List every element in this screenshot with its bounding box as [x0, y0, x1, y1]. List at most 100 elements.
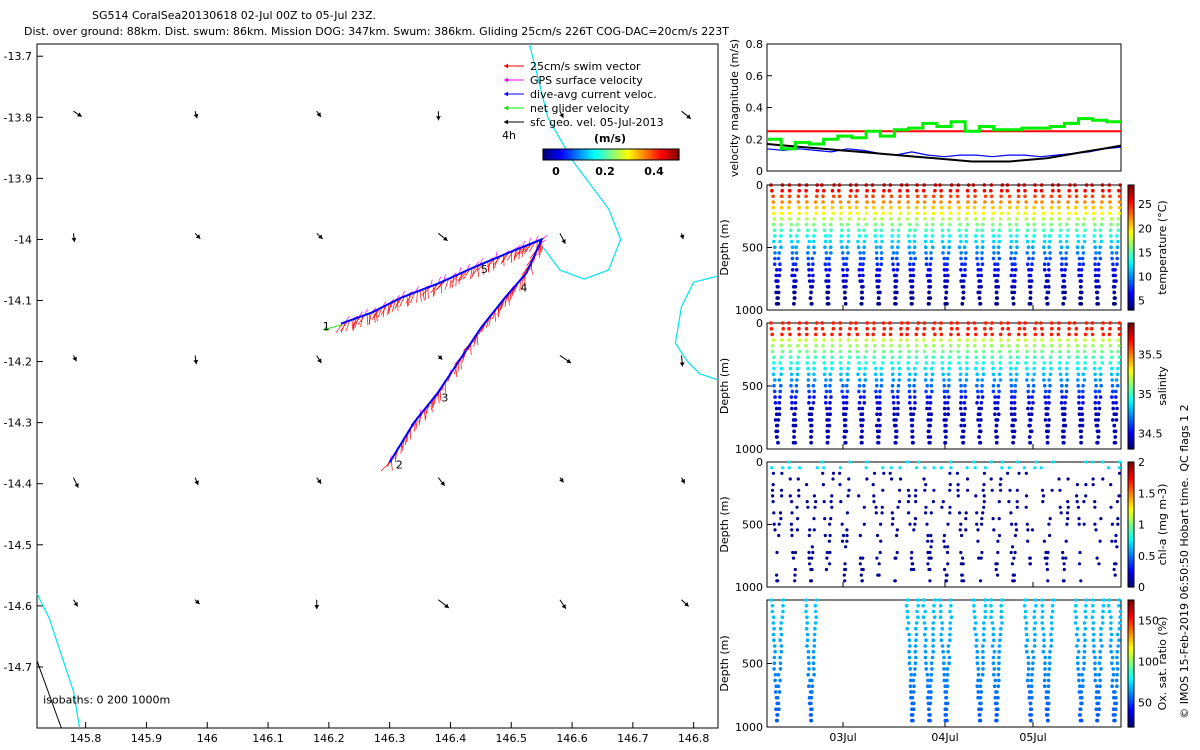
- section-colorbar-cell: [1128, 413, 1134, 417]
- section-data-point: [790, 511, 794, 515]
- section-data-point: [875, 268, 879, 272]
- section-data-point: [907, 349, 911, 354]
- section-data-point: [846, 228, 851, 232]
- section-data-point: [812, 217, 817, 221]
- section-data-point: [992, 378, 997, 382]
- section-data-point: [812, 389, 816, 394]
- section-data-point: [807, 389, 811, 394]
- section-data-point: [1085, 326, 1089, 331]
- section-data-point: [804, 194, 808, 199]
- section-data-point: [999, 188, 1004, 193]
- section-data-point: [923, 239, 928, 244]
- section-data-point: [1090, 183, 1094, 187]
- section-data-point: [1117, 188, 1121, 193]
- section-data-point: [772, 228, 777, 232]
- section-data-point: [1118, 471, 1122, 475]
- section-data-point: [1101, 460, 1105, 464]
- section-data-point: [1097, 672, 1101, 677]
- section-colorbar-cell: [1128, 502, 1134, 506]
- section-data-point: [864, 466, 868, 470]
- section-data-point: [1093, 672, 1098, 677]
- section-data-point: [807, 533, 811, 538]
- geo-velocity-arrow: [437, 477, 446, 487]
- section-data-point: [1045, 556, 1049, 560]
- section-data-point: [1108, 205, 1113, 210]
- section-data-point: [946, 251, 951, 255]
- section-data-point: [870, 183, 875, 187]
- section-data-point: [1060, 383, 1064, 388]
- section-data-point: [972, 344, 977, 348]
- section-data-point: [1108, 234, 1113, 238]
- section-data-point: [928, 713, 932, 717]
- section-data-point: [777, 412, 782, 417]
- section-data-point: [1046, 684, 1051, 688]
- section-data-point: [931, 621, 936, 625]
- section-colorbar-cell: [1128, 517, 1134, 521]
- swim-vector: [432, 285, 435, 297]
- section-colorbar-cell: [1128, 370, 1134, 374]
- section-colorbar-tick-label: 2: [1138, 456, 1145, 469]
- section-data-point: [948, 609, 952, 614]
- geo-velocity-arrow: [681, 110, 692, 120]
- section-data-point: [1063, 406, 1067, 411]
- section-data-point: [1006, 326, 1010, 331]
- section-data-point: [1109, 245, 1113, 249]
- section-data-point: [877, 573, 881, 577]
- section-data-point: [840, 539, 845, 543]
- section-data-point: [977, 713, 982, 717]
- section-colorbar-cell: [1128, 255, 1134, 259]
- section-data-point: [1016, 194, 1021, 199]
- velocity-y-tick-label: 0.6: [746, 70, 764, 83]
- legend-arrow: [504, 77, 524, 83]
- section-data-point: [929, 678, 933, 683]
- section-data-point: [1083, 609, 1087, 614]
- section-data-point: [806, 245, 811, 249]
- section-data-point: [924, 222, 929, 227]
- section-data-point: [1027, 268, 1031, 272]
- section-data-point: [864, 338, 869, 342]
- section-data-point: [1079, 435, 1083, 439]
- section-y-tick-label: 500: [742, 380, 763, 393]
- section-colorbar-cell: [1128, 482, 1134, 486]
- section-data-point: [915, 598, 920, 602]
- section-colorbar-cell: [1128, 569, 1134, 573]
- section-data-point: [1026, 245, 1031, 249]
- section-data-point: [1032, 205, 1036, 210]
- section-data-point: [975, 401, 979, 405]
- section-data-point: [807, 395, 812, 399]
- section-data-point: [890, 245, 894, 249]
- section-data-point: [860, 290, 864, 295]
- section-data-point: [790, 500, 794, 504]
- section-data-point: [805, 361, 809, 365]
- section-colorbar-cell: [1128, 207, 1134, 211]
- section-data-point: [857, 401, 862, 405]
- section-data-point: [1113, 302, 1117, 306]
- section-data-point: [797, 488, 801, 492]
- section-data-point: [914, 338, 919, 342]
- section-data-point: [1025, 251, 1029, 255]
- section-data-point: [788, 355, 793, 360]
- section-data-point: [856, 217, 861, 221]
- section-data-point: [823, 234, 828, 238]
- section-colorbar-cell: [1128, 519, 1134, 523]
- section-data-point: [910, 423, 915, 428]
- section-colorbar-cell: [1128, 416, 1134, 420]
- section-data-point: [907, 494, 911, 498]
- section-data-point: [1092, 239, 1097, 244]
- colorbar-cell: [577, 149, 580, 160]
- section-data-point: [940, 621, 944, 625]
- section-data-point: [807, 279, 812, 283]
- section-data-point: [964, 378, 969, 382]
- section-data-point: [857, 494, 861, 498]
- swim-vector: [449, 277, 452, 289]
- section-data-point: [1111, 401, 1115, 405]
- velocity-y-label: velocity magnitude (m/s): [728, 39, 741, 177]
- section-data-point: [1095, 290, 1100, 295]
- section-data-point: [787, 183, 792, 187]
- section-data-point: [879, 383, 884, 388]
- section-data-point: [775, 573, 779, 577]
- section-data-point: [1102, 598, 1106, 602]
- section-data-point: [1033, 632, 1037, 637]
- section-data-point: [1067, 211, 1071, 216]
- section-data-point: [1074, 603, 1078, 608]
